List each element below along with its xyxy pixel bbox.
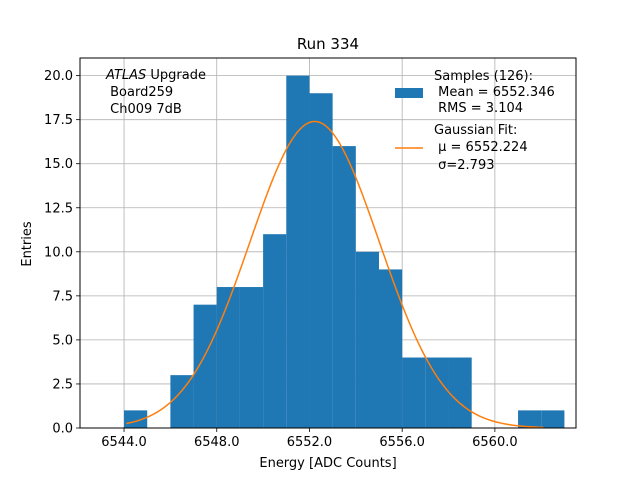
- legend-samples-swatch: [395, 88, 423, 98]
- y-tick-label: 15.0: [44, 157, 73, 172]
- atlas-annotation: ATLAS Upgrade Board259 Ch009 7dB: [105, 68, 206, 117]
- histogram-bar: [332, 146, 356, 428]
- y-tick-label: 2.5: [52, 377, 73, 392]
- histogram-bars: [124, 75, 565, 428]
- plot-frame: [79, 57, 577, 429]
- histogram-bar: [239, 287, 264, 428]
- y-tick-label: 5.0: [52, 333, 73, 348]
- histogram-bar: [448, 357, 472, 428]
- histogram-bar: [541, 410, 565, 428]
- histogram-bar: [518, 410, 542, 428]
- legend-samples-line-3: RMS = 3.104: [434, 101, 523, 116]
- annotation-line-3: Ch009 7dB: [106, 102, 182, 117]
- histogram-bar: [216, 287, 240, 428]
- histogram-bar: [309, 93, 333, 428]
- histogram-bar: [378, 269, 403, 428]
- x-tick-label: 6544.0: [101, 435, 147, 450]
- y-axis-ticks: 0.0 2.5 5.0 7.5 10.0 12.5 15.0 17.5 20.0: [44, 69, 80, 437]
- y-tick-label: 12.5: [44, 201, 73, 216]
- x-tick-label: 6548.0: [194, 435, 240, 450]
- histogram-bar: [193, 304, 217, 428]
- gaussian-fit-curve: [126, 120, 544, 429]
- annotation-first-line-rest: Upgrade: [146, 68, 206, 83]
- x-tick-label: 6556.0: [379, 435, 425, 450]
- histogram-bar: [425, 357, 449, 428]
- histogram-bar: [124, 410, 148, 428]
- y-tick-label: 0.0: [52, 422, 73, 437]
- histogram-bar: [170, 375, 194, 428]
- chart-title: Run 334: [297, 35, 359, 53]
- legend-fit-line-1: Gaussian Fit:: [434, 123, 517, 138]
- legend-samples-line-2: Mean = 6552.346: [434, 85, 555, 100]
- annotation-line-1: ATLAS Upgrade: [105, 68, 206, 83]
- y-tick-label: 10.0: [44, 245, 73, 260]
- x-tick-label: 6552.0: [287, 435, 333, 450]
- histogram-bar: [263, 234, 287, 428]
- fit-curve-group: [126, 120, 544, 429]
- annotation-italic-word: ATLAS: [105, 68, 146, 83]
- histogram-bar: [286, 75, 310, 428]
- legend: Samples (126): Mean = 6552.346 RMS = 3.1…: [395, 69, 555, 173]
- x-tick-label: 6560.0: [472, 435, 518, 450]
- x-axis-ticks: 6544.0 6548.0 6552.0 6556.0 6560.0: [101, 428, 518, 450]
- x-axis-label: Energy [ADC Counts]: [259, 456, 396, 471]
- y-tick-label: 20.0: [44, 69, 73, 84]
- histogram-bar: [355, 251, 379, 428]
- annotation-line-2: Board259: [106, 85, 173, 100]
- y-axis-label: Entries: [20, 221, 35, 267]
- legend-fit-line-3: σ=2.793: [434, 158, 494, 173]
- y-tick-label: 7.5: [52, 289, 73, 304]
- legend-fit-line-2: μ = 6552.224: [434, 140, 528, 155]
- y-tick-label: 17.5: [44, 113, 73, 128]
- histogram-bar: [402, 357, 426, 428]
- legend-samples-line-1: Samples (126):: [434, 69, 533, 84]
